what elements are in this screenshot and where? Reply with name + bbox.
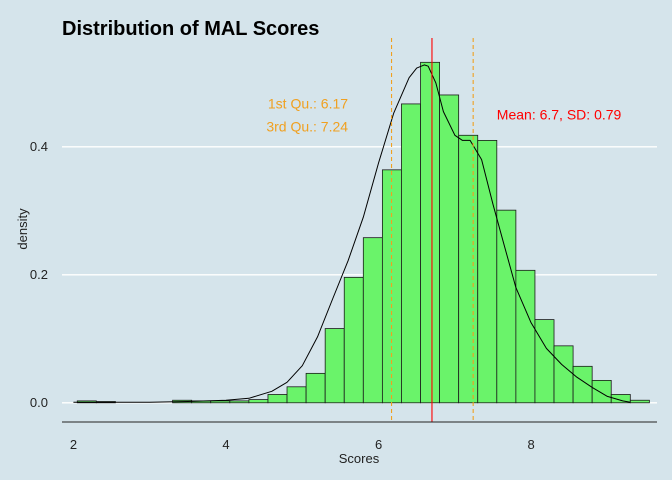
histogram-bar	[477, 139, 498, 404]
histogram-bar	[420, 61, 440, 404]
histogram-bar	[610, 394, 631, 404]
histogram-bar	[458, 134, 479, 404]
x-tick-label: 2	[70, 437, 77, 452]
y-tick-label: 0.4	[30, 139, 48, 154]
annotation-text: Mean: 6.7, SD: 0.79	[497, 106, 622, 122]
y-axis-label: density	[15, 208, 30, 250]
density-curve	[73, 64, 631, 403]
y-tick-label: 0.2	[30, 267, 48, 282]
histogram-bar	[343, 276, 364, 404]
histogram-bar	[591, 379, 612, 404]
histogram-bar	[629, 399, 650, 404]
histogram-bar	[267, 394, 288, 404]
histogram-bar	[324, 328, 345, 404]
histogram-bar	[362, 237, 383, 404]
y-tick-label: 0.0	[30, 395, 48, 410]
x-axis-label: Scores	[339, 451, 380, 466]
histogram-bar	[286, 386, 307, 404]
histogram-bar	[439, 94, 460, 404]
x-tick-label: 6	[375, 437, 382, 452]
chart-title: Distribution of MAL Scores	[62, 18, 319, 40]
annotation-text: 1st Qu.: 6.17	[268, 95, 348, 111]
histogram-bar	[515, 269, 536, 404]
histogram-bar	[572, 365, 593, 404]
curve-layer	[73, 64, 631, 403]
x-tick-label: 4	[222, 437, 229, 452]
histogram-bar	[210, 400, 231, 404]
histogram-bar	[401, 103, 421, 404]
histogram-bar	[305, 372, 326, 404]
histogram-bar	[534, 319, 555, 404]
annotation-text: 3rd Qu.: 7.24	[266, 118, 348, 134]
tick-layer: 0.0 0.2 0.4 2 4 6 8	[30, 139, 535, 452]
histogram-bar	[553, 345, 574, 404]
histogram-bar	[496, 209, 517, 404]
annotation-layer: 1st Qu.: 6.17 3rd Qu.: 7.24 Mean: 6.7, SD:…	[266, 95, 621, 134]
histogram-bar	[229, 400, 250, 404]
x-tick-label: 8	[528, 437, 535, 452]
vline-layer	[390, 38, 474, 422]
histogram-bar	[248, 399, 269, 404]
